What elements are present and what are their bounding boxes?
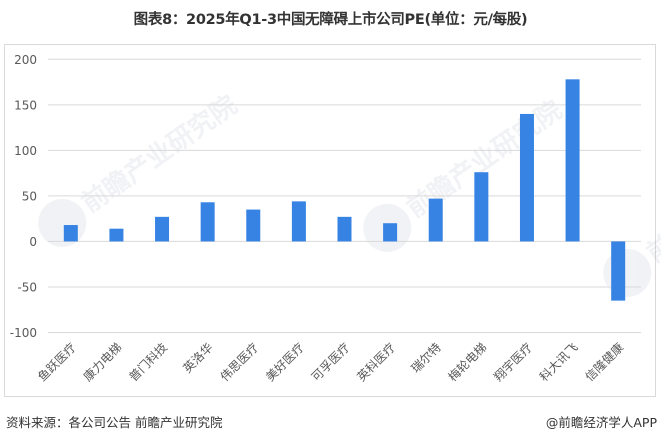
credit-note: @前瞻经济学人APP [545, 415, 657, 430]
source-note: 资料来源：各公司公告 前瞻产业研究院 [6, 415, 223, 430]
chart-title: 图表8：2025年Q1-3中国无障碍上市公司PE(单位：元/每股) [133, 12, 528, 28]
chart-frame [4, 44, 656, 397]
